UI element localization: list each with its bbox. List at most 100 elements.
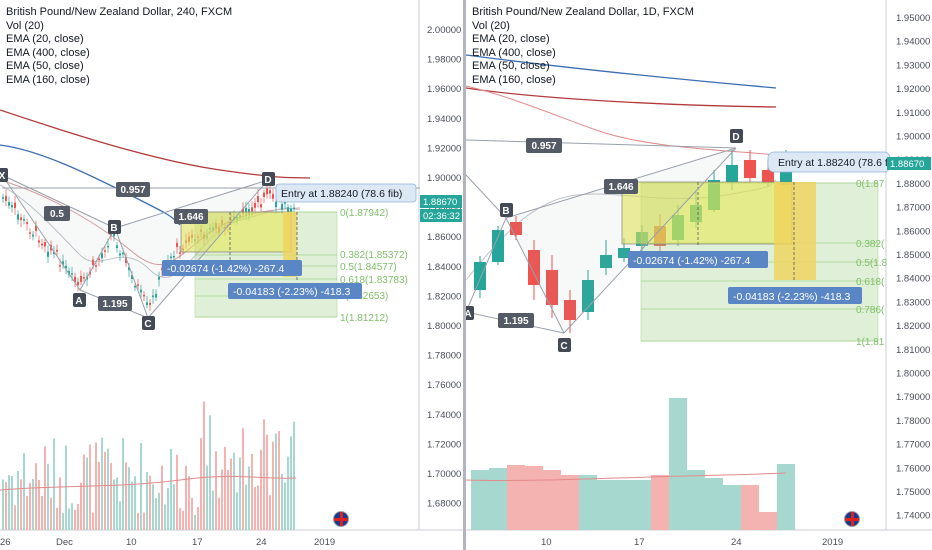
chart-canvas-right[interactable]: 1.95000 1.94000 1.93000 1.92000 1.91000 1.900… bbox=[466, 0, 932, 550]
price-tick-label: 1.70000 bbox=[427, 469, 461, 480]
legend-left: British Pound/New Zealand Dollar, 240, F… bbox=[6, 6, 232, 88]
xab-triangle bbox=[2, 175, 115, 290]
indicator-ema160-right[interactable]: EMA (160, close) bbox=[472, 73, 556, 86]
price-tick-label: 1.96000 bbox=[427, 84, 461, 95]
candle-body bbox=[20, 217, 22, 221]
volume-bar bbox=[185, 465, 187, 530]
volume-bar bbox=[146, 472, 148, 530]
volume-bar bbox=[86, 457, 88, 530]
volume-bar bbox=[98, 462, 100, 530]
price-tick-label: 1.78000 bbox=[427, 351, 461, 362]
volume-bar bbox=[200, 438, 202, 530]
price-tick-label: 1.82000 bbox=[896, 321, 930, 332]
volume-bar bbox=[140, 442, 142, 530]
price-tick-label: 1.75000 bbox=[896, 487, 930, 498]
indicator-ema20-right[interactable]: EMA (20, close) bbox=[472, 33, 550, 46]
candle-body bbox=[266, 188, 268, 195]
price-axis-left[interactable]: 2.00000 1.98000 1.96000 1.94000 1.92000 1.900… bbox=[427, 25, 461, 510]
volume-bar bbox=[272, 441, 274, 530]
candle-body bbox=[113, 233, 115, 237]
candle-body bbox=[474, 262, 486, 290]
point-labels-left[interactable]: X A B C D bbox=[0, 168, 275, 330]
volume-bar bbox=[209, 415, 211, 530]
target-2-badge[interactable] bbox=[728, 287, 862, 304]
candle-body bbox=[26, 222, 28, 224]
candle-body bbox=[179, 252, 181, 254]
current-price-label: 1.88670 bbox=[423, 197, 457, 208]
pane-divider[interactable] bbox=[463, 0, 466, 550]
volume-bar bbox=[218, 497, 220, 530]
fib-level-label: 0.382(1.85372) bbox=[340, 250, 408, 261]
target-zone-2[interactable] bbox=[774, 182, 816, 280]
price-tick-label: 1.80000 bbox=[896, 369, 930, 380]
candle-body bbox=[8, 202, 10, 206]
target-2-label: -0.04183 (-2.23%) -418.3 bbox=[733, 291, 850, 303]
time-label: 17 bbox=[192, 537, 203, 548]
indicator-ema20-left[interactable]: EMA (20, close) bbox=[6, 33, 84, 46]
candle-body bbox=[242, 208, 244, 215]
volume-bar bbox=[203, 401, 205, 530]
uk-flag-icon[interactable] bbox=[844, 511, 860, 527]
current-price-label: 1.88670 bbox=[890, 159, 924, 170]
fib-level-label: 0.786( bbox=[856, 305, 885, 316]
volume-bar bbox=[233, 452, 235, 530]
chart-pane-1d[interactable]: British Pound/New Zealand Dollar, 1D, FX… bbox=[466, 0, 932, 550]
indicator-ema50-left[interactable]: EMA (50, close) bbox=[6, 60, 84, 73]
price-tick-label: 1.94000 bbox=[896, 37, 930, 48]
entry-callout[interactable] bbox=[275, 183, 417, 203]
price-tick-label: 1.85000 bbox=[896, 250, 930, 261]
volume-bar bbox=[239, 457, 241, 530]
volume-bar bbox=[705, 478, 723, 530]
indicator-ema400-right[interactable]: EMA (400, close) bbox=[472, 46, 556, 59]
candle-body bbox=[173, 256, 175, 258]
indicator-vol-right[interactable]: Vol (20) bbox=[472, 19, 510, 32]
chart-canvas-left[interactable]: 2.00000 1.98000 1.96000 1.94000 1.92000 1.900… bbox=[0, 0, 463, 550]
time-axis-right[interactable]: 10 17 24 2019 bbox=[541, 537, 843, 548]
fib-level-label: 1(1.81 bbox=[856, 337, 885, 348]
volume-bar bbox=[561, 475, 579, 530]
volume-bar bbox=[53, 438, 55, 530]
volume-bar bbox=[230, 458, 232, 530]
time-label: Dec bbox=[56, 537, 73, 548]
volume-ma-line bbox=[466, 472, 787, 482]
ratio-label: 1.646 bbox=[178, 212, 203, 223]
price-tick-label: 1.95000 bbox=[896, 13, 930, 24]
uk-flag-icon[interactable] bbox=[333, 511, 349, 527]
candle-body bbox=[281, 204, 283, 210]
candle-body bbox=[744, 160, 756, 178]
volume-bar bbox=[92, 512, 94, 530]
target-1-badge[interactable] bbox=[628, 251, 768, 268]
indicator-ema400-left[interactable]: EMA (400, close) bbox=[6, 46, 90, 59]
candle-body bbox=[125, 257, 127, 264]
candle-body bbox=[95, 265, 97, 267]
volume-bar bbox=[83, 454, 85, 530]
ratio-label: 1.646 bbox=[608, 182, 633, 193]
target-2-badge[interactable] bbox=[228, 283, 362, 299]
candle-body bbox=[143, 294, 145, 297]
price-tick-label: 1.93000 bbox=[896, 60, 930, 71]
volume-bar bbox=[242, 428, 244, 530]
point-labels-right[interactable]: A B C D bbox=[466, 129, 743, 352]
candle-body bbox=[272, 193, 274, 199]
fib-level-label: 0.5(1.8 bbox=[856, 258, 888, 269]
time-axis-left[interactable]: 26 Dec 10 17 24 2019 bbox=[0, 537, 335, 548]
price-tick-label: 1.88000 bbox=[896, 179, 930, 190]
price-axis-right[interactable]: 1.95000 1.94000 1.93000 1.92000 1.91000 1.900… bbox=[896, 13, 930, 522]
indicator-vol-left[interactable]: Vol (20) bbox=[6, 19, 44, 32]
candle-body bbox=[257, 196, 259, 203]
point-x-label: X bbox=[0, 171, 6, 182]
target-1-badge[interactable] bbox=[162, 260, 302, 276]
price-tick-label: 1.87000 bbox=[896, 203, 930, 214]
indicator-ema50-right[interactable]: EMA (50, close) bbox=[472, 60, 550, 73]
time-label: 10 bbox=[541, 537, 552, 548]
volume-bar bbox=[687, 470, 705, 530]
candle-body bbox=[600, 255, 612, 268]
candle-body bbox=[77, 281, 79, 286]
entry-label: Entry at 1.88240 (78.6 fib) bbox=[281, 188, 402, 200]
volume-bar bbox=[281, 474, 283, 530]
target-zone-1[interactable] bbox=[621, 181, 793, 245]
candle-body bbox=[83, 277, 85, 279]
indicator-ema160-left[interactable]: EMA (160, close) bbox=[6, 73, 90, 86]
chart-pane-4h[interactable]: British Pound/New Zealand Dollar, 240, F… bbox=[0, 0, 463, 550]
volume-bar bbox=[287, 456, 289, 530]
